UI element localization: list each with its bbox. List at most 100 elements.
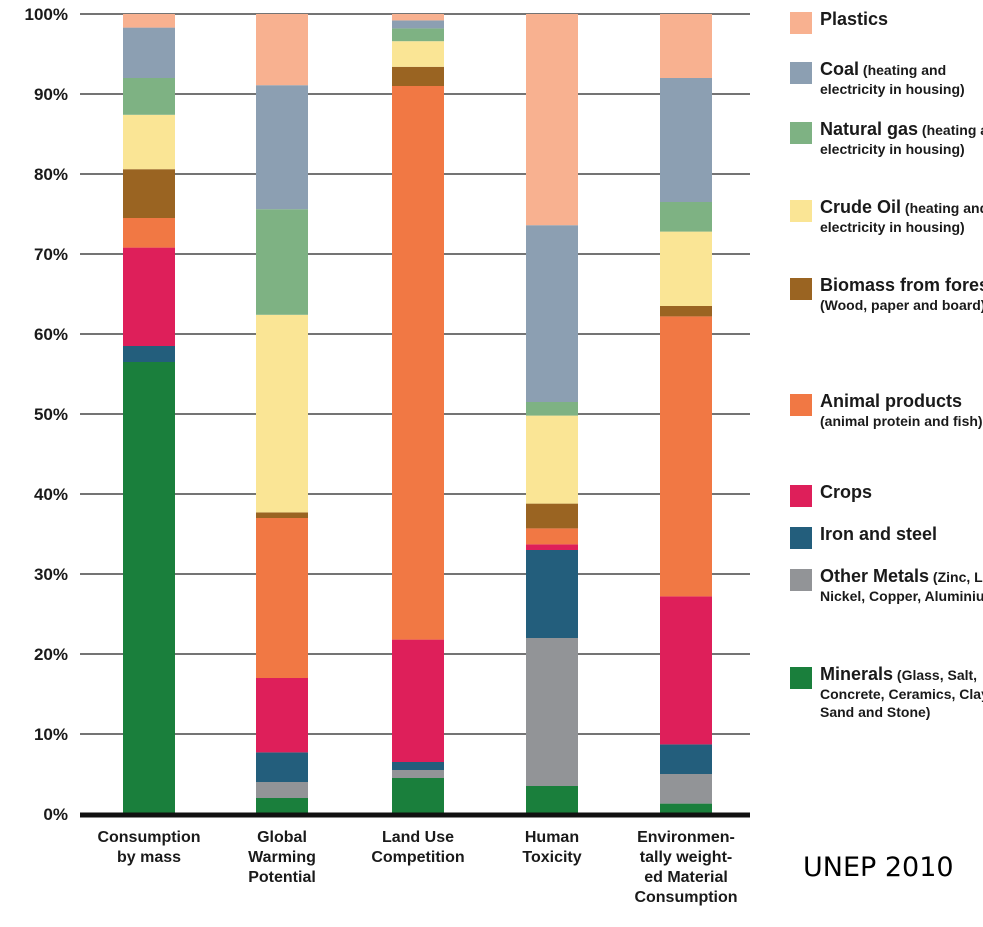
bar-segment-crops — [392, 639, 444, 762]
bar-segment-biomass-from-forestry — [256, 512, 308, 518]
legend-item-crops: Crops — [790, 481, 983, 507]
source-note: UNEP 2010 — [803, 852, 954, 883]
legend-swatch — [790, 394, 812, 416]
bar-segment-minerals — [256, 798, 308, 814]
legend-swatch — [790, 278, 812, 300]
bar-stack-3 — [526, 14, 578, 814]
bar-segment-iron-and-steel — [660, 744, 712, 774]
bar-segment-biomass-from-forestry — [660, 306, 712, 317]
legend-detail: (heating and electricity in housing) — [820, 62, 965, 97]
legend-item-natural-gas: Natural gas (heating and electricity in … — [790, 118, 983, 158]
bar-segment-crops — [660, 596, 712, 745]
bar-segment-plastics — [123, 14, 175, 28]
bar-segment-plastics — [660, 14, 712, 78]
bar-segment-other-metals — [392, 770, 444, 778]
bar-segment-biomass-from-forestry — [392, 66, 444, 86]
legend-item-iron-and-steel: Iron and steel — [790, 523, 983, 549]
legend-label: Plastics — [820, 9, 889, 29]
bar-stack-1 — [256, 14, 308, 814]
legend-swatch — [790, 569, 812, 591]
legend-item-animal-products: Animal products (animal protein and fish… — [790, 390, 983, 430]
bar-segment-natural-gas — [392, 28, 444, 42]
bar-segment-minerals — [392, 778, 444, 814]
bar-segment-plastics — [392, 14, 444, 21]
legend-swatch — [790, 485, 812, 507]
bar-segment-plastics — [526, 14, 578, 226]
legend-label: Minerals — [820, 664, 894, 684]
legend-swatch — [790, 200, 812, 222]
bar-segment-coal — [392, 20, 444, 29]
legend-item-other-metals: Other Metals (Zinc, Lead, Nickel, Copper… — [790, 565, 983, 605]
bar-segment-animal-products — [392, 86, 444, 640]
legend-detail: (Zinc, Lead, Nickel, Copper, Aluminium) — [820, 569, 983, 604]
y-tick-label: 10% — [34, 725, 68, 744]
y-tick-label: 90% — [34, 85, 68, 104]
bar-segment-other-metals — [660, 774, 712, 804]
bar-segment-other-metals — [256, 782, 308, 798]
legend-swatch — [790, 12, 812, 34]
bar-segment-iron-and-steel — [123, 346, 175, 362]
bar-segment-animal-products — [123, 218, 175, 248]
y-axis-tick-labels: 0% 10% 20% 30% 40% 50% 60% 70% 80% 90% 100% — [25, 5, 68, 824]
legend-swatch — [790, 527, 812, 549]
legend-detail: (heating and electricity in housing) — [820, 200, 983, 235]
bar-segment-coal — [660, 78, 712, 202]
legend-label: Other Metals — [820, 566, 930, 586]
legend-label: Animal products — [820, 391, 963, 411]
legend-item-coal: Coal (heating and electricity in housing… — [790, 58, 983, 98]
bar-segment-crops — [123, 247, 175, 346]
legend-swatch — [790, 122, 812, 144]
y-tick-label: 0% — [43, 805, 68, 824]
bar-segment-animal-products — [660, 316, 712, 597]
x-category-label: Global Warming Potential — [248, 829, 316, 886]
bar-segment-natural-gas — [526, 402, 578, 416]
bar-segment-iron-and-steel — [392, 762, 444, 770]
legend-label: Coal — [820, 59, 860, 79]
bar-segment-minerals — [123, 362, 175, 814]
y-tick-label: 20% — [34, 645, 68, 664]
bar-segment-animal-products — [526, 528, 578, 545]
bar-segment-animal-products — [256, 518, 308, 678]
bar-segment-crude-oil — [256, 314, 308, 513]
legend-label: Natural gas — [820, 119, 919, 139]
legend-swatch — [790, 62, 812, 84]
bar-segment-crude-oil — [392, 41, 444, 67]
bar-segment-crops — [526, 544, 578, 550]
x-category-label: Environmen-tally weight-ed Material Consu… — [634, 829, 737, 906]
x-axis-category-labels: Consumption by mass Global Warming Potential… — [97, 829, 737, 906]
y-tick-label: 40% — [34, 485, 68, 504]
x-category-label: Land Use Competition — [371, 829, 464, 866]
bar-segment-biomass-from-forestry — [123, 169, 175, 218]
legend-detail: (Glass, Salt, Concrete, Ceramics, Clay, … — [820, 667, 983, 720]
legend-detail: (heating and electricity in housing) — [820, 122, 983, 157]
bar-segment-coal — [256, 85, 308, 210]
y-tick-label: 80% — [34, 165, 68, 184]
y-tick-label: 60% — [34, 325, 68, 344]
bar-segment-biomass-from-forestry — [526, 503, 578, 529]
x-category-label: Human Toxicity — [522, 829, 581, 866]
stacked-bar-chart: 0% 10% 20% 30% 40% 50% 60% 70% 80% 90% 100% Consum… — [25, 5, 750, 906]
legend-label: Crude Oil — [820, 197, 902, 217]
legend-item-plastics: Plastics — [790, 8, 983, 34]
bar-segment-iron-and-steel — [526, 550, 578, 638]
bar-segment-minerals — [526, 786, 578, 814]
bar-segment-natural-gas — [660, 202, 712, 232]
y-tick-label: 100% — [25, 5, 68, 24]
bar-segment-natural-gas — [123, 78, 175, 115]
legend-item-biomass-from-forestry: Biomass from forestry (Wood, paper and b… — [790, 274, 983, 314]
bar-segment-crude-oil — [123, 114, 175, 170]
legend-item-minerals: Minerals (Glass, Salt, Concrete, Ceramic… — [790, 663, 983, 721]
bar-segment-minerals — [660, 803, 712, 814]
bar-segment-coal — [123, 27, 175, 79]
bar-stack-0 — [123, 14, 175, 814]
legend-detail: (Wood, paper and board) — [820, 297, 983, 313]
legend-label: Iron and steel — [820, 524, 938, 544]
bars — [123, 14, 712, 814]
x-category-label: Consumption by mass — [97, 829, 200, 866]
y-tick-label: 70% — [34, 245, 68, 264]
bar-segment-crude-oil — [526, 415, 578, 504]
bar-stack-2 — [392, 14, 444, 814]
legend-label: Biomass from forestry — [820, 275, 983, 295]
y-tick-label: 30% — [34, 565, 68, 584]
bar-segment-other-metals — [526, 638, 578, 786]
